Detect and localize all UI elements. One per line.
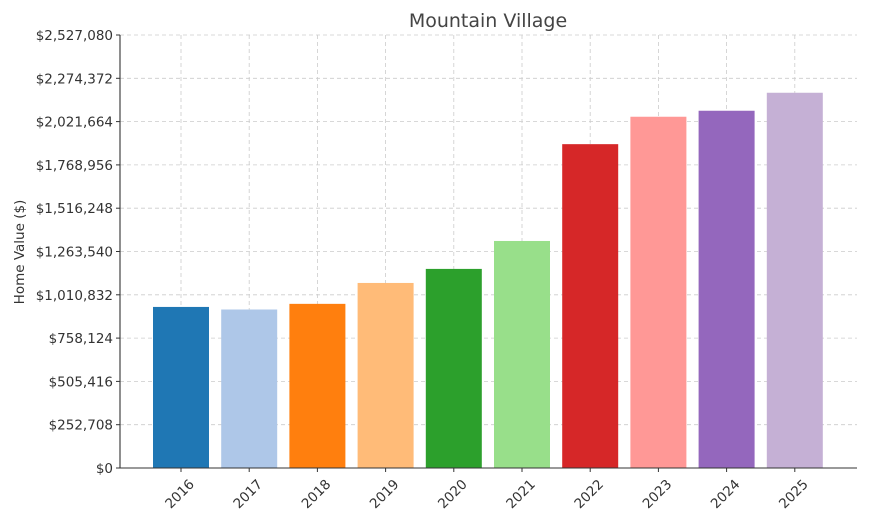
bars [153,92,823,469]
x-tick-label: 2017 [230,477,266,513]
bar-2021 [494,240,550,468]
x-tick-label: 2025 [776,477,812,513]
y-tick-label: $2,527,080 [36,28,113,44]
y-tick-label: $252,708 [49,418,113,434]
y-tick-label: $1,263,540 [36,245,113,261]
x-tick-label: 2022 [571,477,607,513]
y-tick-label: $1,768,956 [36,158,113,174]
x-tick-label: 2019 [367,477,403,513]
bar-2022 [562,144,619,468]
x-tick-label: 2018 [299,477,335,513]
x-tick-label: 2023 [640,477,676,513]
y-tick-label: $1,516,248 [36,201,113,217]
x-tick-label: 2021 [503,477,539,513]
y-axis-title: Home Value ($) [12,200,28,305]
bar-2017 [221,309,278,468]
bar-2024 [698,110,755,469]
y-tick-label: $0 [96,461,113,477]
y-tick-label: $758,124 [49,331,113,347]
x-tick-label: 2024 [708,477,744,513]
x-tick-label: 2016 [162,477,198,513]
bar-2025 [766,92,823,468]
y-tick-label: $505,416 [49,374,113,390]
bar-2020 [425,268,482,468]
bar-2018 [289,303,346,468]
bar-2019 [357,282,414,468]
y-tick-label: $2,021,664 [36,115,113,131]
bar-2023 [630,116,687,468]
x-tick-label: 2020 [435,477,471,513]
y-tick-label: $1,010,832 [36,288,113,304]
chart-title: Mountain Village [409,10,567,32]
bar-2016 [153,306,209,468]
y-tick-label: $2,274,372 [36,71,113,87]
